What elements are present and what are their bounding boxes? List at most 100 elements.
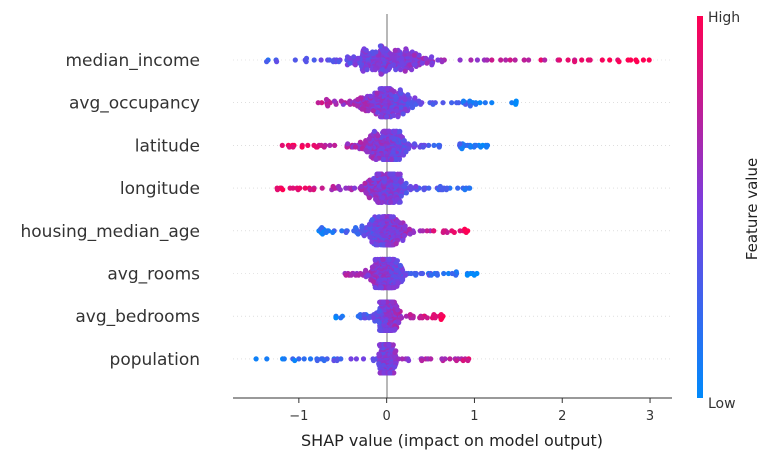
shap-dot bbox=[303, 55, 310, 62]
shap-dot bbox=[376, 362, 382, 368]
shap-dot bbox=[402, 272, 409, 278]
shap-dot bbox=[420, 228, 426, 234]
shap-dot bbox=[357, 139, 363, 145]
shap-dot bbox=[395, 307, 401, 313]
shap-dot bbox=[370, 108, 376, 114]
shap-dot bbox=[599, 57, 605, 63]
shap-dot bbox=[381, 370, 387, 376]
shap-dot bbox=[380, 256, 386, 263]
shap-dot bbox=[360, 356, 367, 362]
shap-dot bbox=[412, 95, 418, 101]
shap-dot bbox=[454, 100, 460, 106]
shap-dot bbox=[368, 93, 374, 99]
shap-dot bbox=[280, 187, 286, 193]
shap-dot bbox=[363, 47, 369, 54]
shap-dot bbox=[338, 98, 344, 104]
shap-dot bbox=[348, 272, 354, 278]
shap-dot bbox=[526, 57, 532, 63]
shap-dot bbox=[281, 356, 287, 362]
shap-dot bbox=[392, 93, 399, 99]
shap-dot bbox=[467, 185, 473, 191]
shap-dot bbox=[377, 114, 383, 120]
shap-dot bbox=[424, 228, 430, 234]
shap-dot bbox=[363, 190, 369, 196]
shap-dot bbox=[379, 214, 386, 220]
shap-dot bbox=[361, 312, 367, 318]
shap-dot bbox=[274, 187, 281, 193]
shap-dot bbox=[542, 57, 548, 63]
shap-dot bbox=[399, 356, 405, 362]
colorbar bbox=[697, 16, 703, 398]
x-tick-label: −1 bbox=[289, 409, 308, 424]
shap-dot bbox=[366, 136, 372, 142]
shap-dot bbox=[465, 357, 471, 364]
shap-dot bbox=[521, 57, 527, 63]
shap-dot bbox=[438, 312, 444, 318]
colorbar-title: Feature value bbox=[743, 158, 761, 260]
shap-dot bbox=[355, 231, 361, 237]
shap-dot bbox=[397, 262, 403, 269]
shap-dot bbox=[334, 357, 340, 364]
shap-dot bbox=[413, 272, 419, 278]
shap-dot bbox=[419, 60, 425, 66]
shap-dot bbox=[403, 190, 409, 196]
shap-dot bbox=[420, 144, 426, 150]
shap-dot bbox=[447, 356, 453, 362]
shap-dot bbox=[441, 270, 447, 277]
shap-dot bbox=[435, 57, 441, 63]
shap-dot bbox=[264, 356, 270, 362]
shap-dot bbox=[382, 128, 388, 134]
shap-dot bbox=[455, 185, 461, 191]
shap-dot bbox=[323, 229, 329, 235]
shap-dot bbox=[419, 315, 425, 321]
shap-dot bbox=[429, 62, 435, 68]
shap-dot bbox=[377, 43, 383, 49]
shap-dot bbox=[443, 187, 449, 193]
shap-dot bbox=[354, 103, 361, 109]
shap-dot bbox=[411, 141, 418, 147]
shap-dot bbox=[347, 55, 353, 62]
shap-dot bbox=[355, 96, 361, 103]
shap-dot bbox=[579, 57, 585, 63]
feature-label: avg_bedrooms bbox=[75, 307, 200, 327]
colorbar-high-label: High bbox=[708, 10, 740, 26]
shap-dot bbox=[331, 98, 338, 104]
shap-dot bbox=[357, 312, 363, 318]
shap-dot bbox=[323, 96, 330, 103]
shap-dot bbox=[318, 142, 324, 148]
shap-dot bbox=[429, 315, 436, 321]
shap-dot bbox=[387, 171, 393, 177]
shap-dot bbox=[473, 101, 479, 107]
shap-dot bbox=[513, 98, 519, 104]
shap-dot bbox=[353, 225, 359, 231]
shap-dot bbox=[297, 185, 303, 191]
shap-dot bbox=[338, 315, 344, 321]
shap-dot bbox=[411, 52, 417, 58]
shap-dot bbox=[383, 327, 389, 333]
shap-dot bbox=[380, 156, 386, 162]
shap-dot bbox=[380, 299, 387, 305]
shap-dot bbox=[403, 46, 409, 52]
shap-dot bbox=[401, 138, 407, 144]
shap-dot bbox=[634, 59, 640, 65]
shap-dot bbox=[387, 51, 393, 57]
shap-dot bbox=[403, 149, 409, 155]
shap-dot bbox=[473, 142, 479, 148]
shap-dot bbox=[374, 242, 380, 248]
shap-dot bbox=[394, 218, 401, 224]
shap-dot bbox=[389, 87, 395, 93]
shap-dot bbox=[439, 356, 445, 362]
shap-dot bbox=[387, 65, 393, 71]
shap-dot bbox=[398, 133, 404, 139]
shap-dot bbox=[393, 241, 399, 247]
shap-dot bbox=[372, 256, 378, 263]
shap-dot bbox=[369, 217, 375, 223]
shap-dot bbox=[398, 177, 404, 183]
shap-dot bbox=[512, 57, 518, 63]
shap-dot bbox=[292, 357, 298, 364]
shap-dot bbox=[377, 342, 383, 348]
shap-dot bbox=[390, 62, 397, 68]
x-tick-label: 2 bbox=[558, 409, 566, 424]
feature-label: median_income bbox=[66, 51, 201, 71]
